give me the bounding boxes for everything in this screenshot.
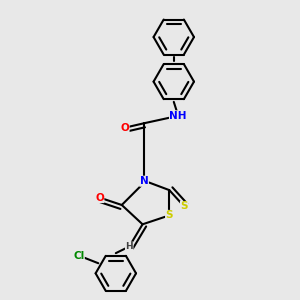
Text: S: S (180, 202, 188, 212)
Text: H: H (125, 242, 133, 251)
Text: O: O (120, 123, 129, 133)
Text: NH: NH (169, 111, 187, 121)
Text: S: S (166, 210, 173, 220)
Text: N: N (140, 176, 148, 186)
Text: Cl: Cl (73, 250, 84, 260)
Text: O: O (95, 193, 104, 202)
